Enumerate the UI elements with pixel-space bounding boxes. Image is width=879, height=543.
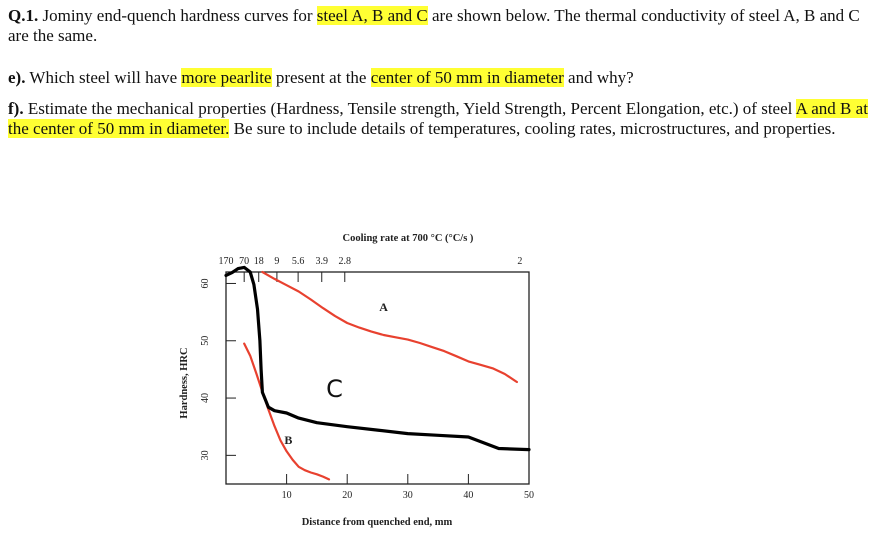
question-f-label: f). <box>8 99 24 118</box>
top-tick-label: 170 <box>219 256 234 267</box>
top-tick-label: 3.9 <box>315 256 328 267</box>
top-tick-label: 18 <box>254 256 264 267</box>
series-line-c <box>224 265 531 452</box>
chart-ticks: 10 20 30 40 50 30 40 50 60 170 70 18 9 5.6 3.9 2.8 2 <box>200 256 534 501</box>
series-label-c: C <box>326 375 343 403</box>
question-f: f). Estimate the mechanical properties (… <box>8 99 868 139</box>
y-tick-label: 40 <box>200 393 211 403</box>
series-line-a <box>261 270 518 384</box>
question-number: Q.1. <box>8 6 39 25</box>
x-tick-label: 10 <box>282 490 292 501</box>
question-f-text-1: Estimate the mechanical properties (Hard… <box>23 99 796 118</box>
x-tick-label: 20 <box>342 490 352 501</box>
question-e-text-2: present at the <box>271 68 371 87</box>
y-tick-label: 50 <box>200 336 211 346</box>
chart-frame <box>225 271 530 485</box>
chart-labels: A B C Cooling rate at 700 °C (°C/s ) Distanc… <box>179 233 474 528</box>
y-axis-label: Hardness, HRC <box>179 347 190 418</box>
series-label-a: A <box>379 300 388 314</box>
question-e: e). Which steel will have more pearlite … <box>8 68 868 88</box>
highlight-more-pearlite: more pearlite <box>181 68 272 87</box>
series-label-b: B <box>284 433 292 447</box>
y-tick-label: 30 <box>200 450 211 460</box>
chart-title: Cooling rate at 700 °C (°C/s ) <box>343 233 474 244</box>
question-f-text-2: Be sure to include details of temperatur… <box>229 119 836 138</box>
chart-series <box>224 265 531 481</box>
top-tick-label: 9 <box>274 256 279 267</box>
highlight-steels: steel A, B and C <box>316 6 428 25</box>
x-axis-label: Distance from quenched end, mm <box>302 517 453 528</box>
top-tick-label: 2 <box>517 256 522 267</box>
question-text-1: Jominy end-quench hardness curves for <box>38 6 317 25</box>
question-e-label: e). <box>8 68 26 87</box>
top-tick-label: 70 <box>239 256 249 267</box>
top-tick-label: 5.6 <box>292 256 305 267</box>
question-text-2: are shown below. The thermal conductivit… <box>8 6 860 45</box>
x-tick-label: 40 <box>463 490 473 501</box>
x-tick-label: 50 <box>524 490 534 501</box>
highlight-center-50mm: center of 50 mm in diameter <box>370 68 564 87</box>
question-intro: Q.1. Jominy end-quench hardness curves f… <box>8 6 868 46</box>
question-e-text-1: Which steel will have <box>25 68 182 87</box>
plot-border <box>225 271 530 485</box>
y-tick-label: 60 <box>200 278 211 288</box>
x-tick-label: 30 <box>403 490 413 501</box>
top-tick-label: 2.8 <box>339 256 352 267</box>
question-e-text-3: and why? <box>563 68 634 87</box>
series-line-b <box>243 342 331 481</box>
